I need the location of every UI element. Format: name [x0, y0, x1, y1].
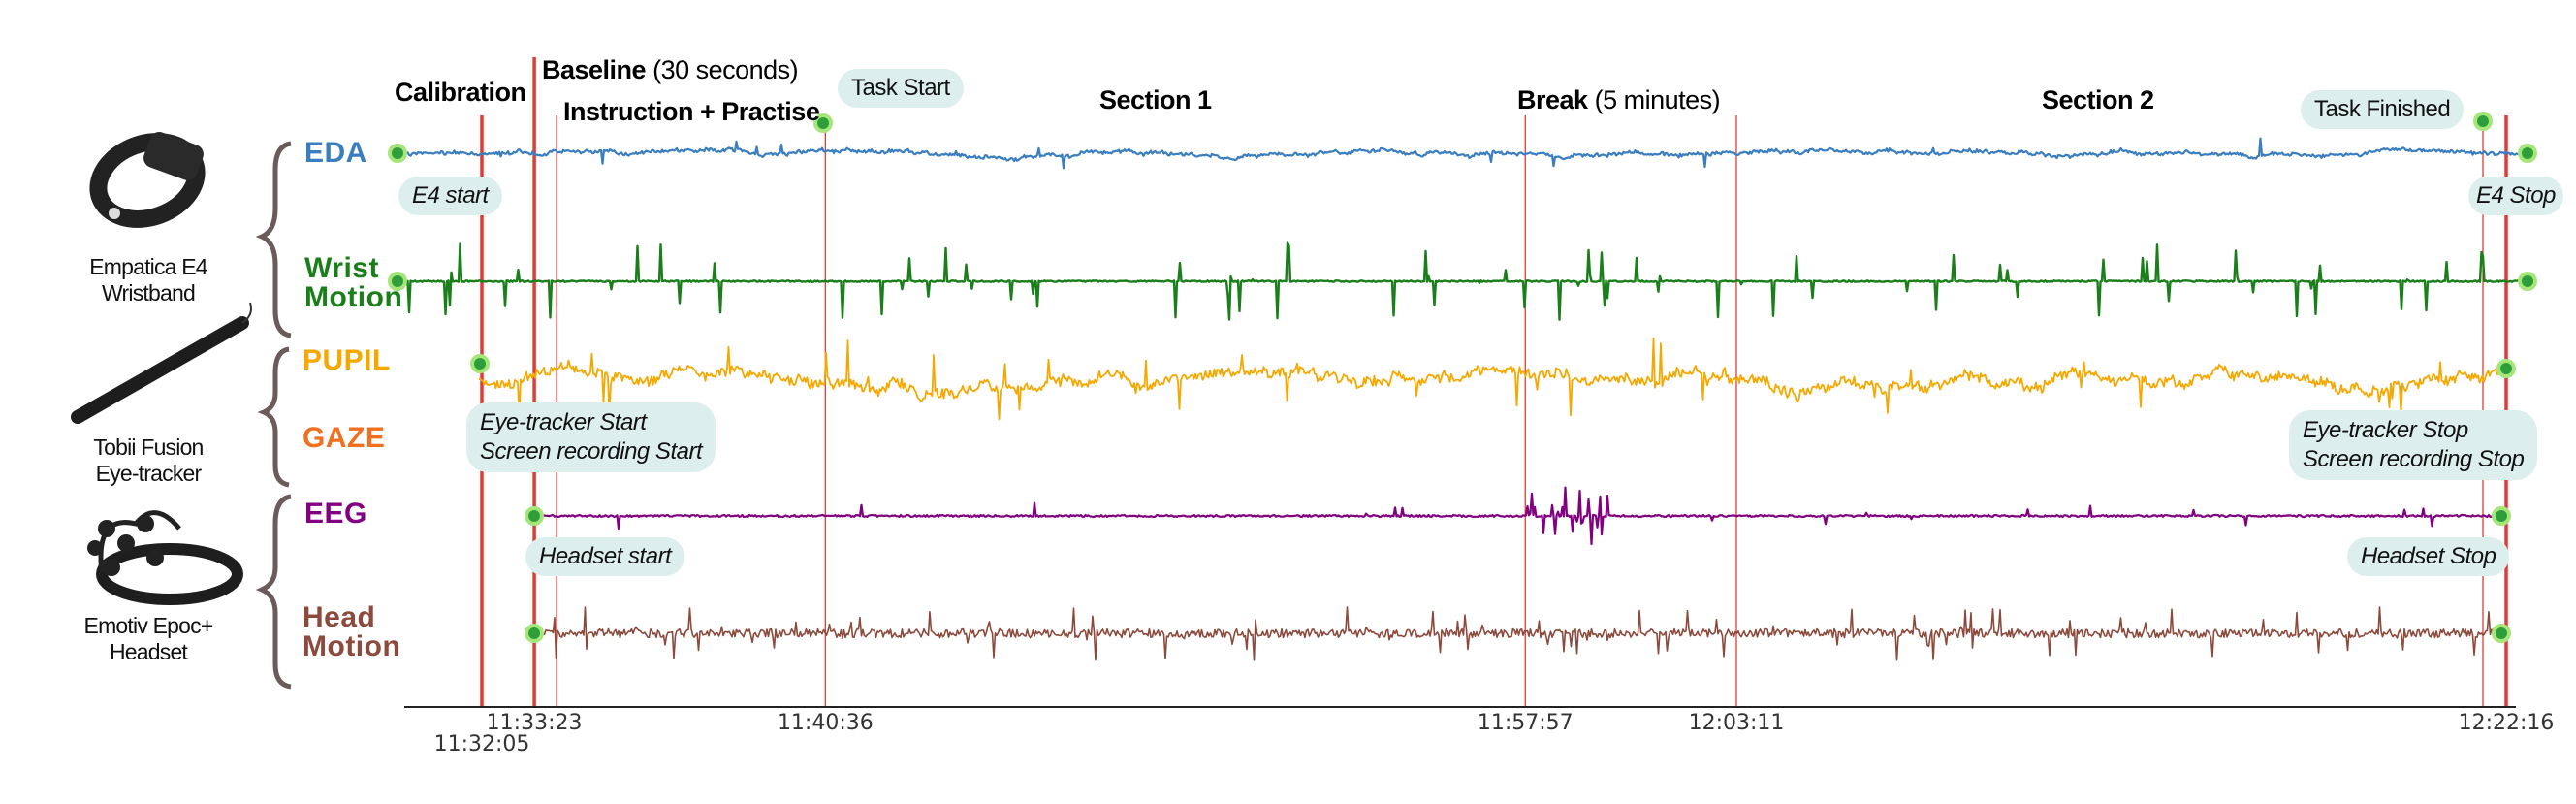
phase-break-label: Break: [1517, 85, 1588, 114]
event-dot: [813, 113, 833, 133]
brace-tobii: [257, 346, 290, 488]
x-tick-label: 11:33:23: [486, 711, 583, 735]
event-line: Screen recording Stop: [2303, 446, 2525, 472]
device-braces: [255, 141, 292, 690]
event-eye-tracker-start: Eye-tracker Start Screen recording Start: [466, 402, 716, 472]
device-line: Empatica E4: [89, 254, 207, 279]
event-dot: [2473, 112, 2493, 131]
label-wrist-motion: Wrist Motion: [304, 254, 402, 312]
event-line: Eye-tracker Stop: [2303, 417, 2468, 443]
phase-instruction: Instruction + Practise: [563, 97, 820, 126]
event-dot: [2492, 624, 2511, 643]
label-head-line1: Head: [302, 601, 376, 633]
event-e4-stop: E4 Stop: [2468, 177, 2563, 215]
event-dot: [2518, 144, 2537, 163]
label-wrist-line2: Motion: [304, 281, 403, 313]
signal-traces: [396, 137, 2522, 661]
device-label-empatica: Empatica E4 Wristband: [42, 254, 255, 306]
phase-section-2: Section 2: [2042, 85, 2154, 114]
device-line: Wristband: [102, 280, 196, 306]
phase-break: Break (5 minutes): [1517, 85, 1721, 115]
x-tick-label: 11:32:05: [433, 732, 530, 756]
label-eda: EDA: [304, 137, 367, 169]
event-dot: [388, 144, 407, 163]
phase-baseline-note: (30 seconds): [652, 55, 799, 84]
device-label-tobii: Tobii Fusion Eye-tracker: [42, 434, 255, 487]
brace-empatica: [255, 141, 292, 338]
device-line: Emotiv Epoc+: [83, 613, 214, 638]
signal-trace-head-motion: [533, 606, 2501, 661]
eye-tracker-bar-icon: [71, 302, 252, 424]
event-headset-stop: Headset Stop: [2347, 537, 2510, 576]
label-gaze: GAZE: [302, 422, 386, 454]
phase-calibration: Calibration: [395, 78, 526, 107]
signal-trace-eeg: [532, 486, 2501, 546]
signal-trace-wrist-motion: [397, 241, 2522, 321]
x-tick-label: 12:03:11: [1688, 711, 1785, 735]
brace-emotiv: [255, 494, 292, 690]
event-dot: [525, 624, 544, 643]
x-tick-label: 11:40:36: [777, 711, 874, 735]
device-label-emotiv: Emotiv Epoc+ Headset: [42, 613, 255, 665]
x-tick-label: 12:22:16: [2458, 711, 2555, 735]
event-dots: [388, 112, 2537, 643]
phase-break-note: (5 minutes): [1594, 85, 1721, 114]
event-dot: [2518, 272, 2537, 291]
signal-trace-eda: [396, 137, 2522, 170]
event-eye-tracker-stop: Eye-tracker Stop Screen recording Stop: [2289, 410, 2538, 480]
label-wrist-line1: Wrist: [304, 252, 379, 284]
device-line: Tobii Fusion: [93, 434, 204, 460]
event-dot: [388, 272, 407, 291]
event-line: Eye-tracker Start: [480, 409, 647, 435]
event-dot: [470, 354, 490, 373]
x-tick-label: 11:57:57: [1477, 711, 1574, 735]
phase-section-1: Section 1: [1099, 85, 1212, 114]
event-dot: [525, 506, 544, 526]
event-task-finished: Task Finished: [2301, 90, 2465, 129]
phase-baseline: Baseline (30 seconds): [542, 55, 799, 85]
wristband-icon: [89, 132, 206, 228]
device-line: Headset: [109, 639, 188, 664]
event-e4-start: E4 start: [398, 177, 502, 215]
event-line: Screen recording Start: [480, 438, 703, 465]
eeg-headset-icon: [87, 510, 243, 605]
phase-baseline-label: Baseline: [542, 55, 647, 84]
event-dot: [2496, 359, 2516, 378]
label-head-line2: Motion: [302, 630, 401, 662]
device-line: Eye-tracker: [95, 461, 203, 486]
label-pupil: PUPIL: [302, 344, 391, 376]
label-head-motion: Head Motion: [302, 603, 400, 661]
label-eeg: EEG: [304, 498, 367, 530]
signal-trace-pupil: [479, 337, 2507, 421]
event-headset-start: Headset start: [525, 537, 685, 576]
event-dot: [2492, 506, 2511, 526]
event-task-start: Task Start: [838, 69, 964, 108]
